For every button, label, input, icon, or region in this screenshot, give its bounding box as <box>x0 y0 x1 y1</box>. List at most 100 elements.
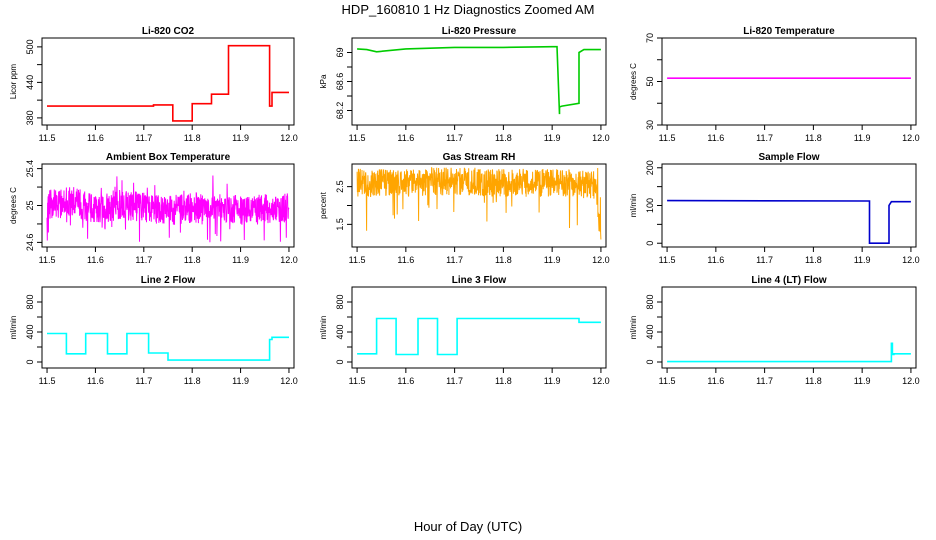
y-tick-label: 70 <box>645 33 655 43</box>
x-tick-label: 11.5 <box>39 376 56 386</box>
y-axis-label: degrees C <box>9 187 18 224</box>
x-tick-label: 11.6 <box>87 255 104 265</box>
y-tick-label: 0 <box>335 359 345 364</box>
x-tick-label: 11.9 <box>232 376 249 386</box>
x-tick-label: 11.8 <box>495 255 512 265</box>
panel-title: Sample Flow <box>758 152 819 163</box>
series-line <box>46 175 290 243</box>
y-tick-label: 25 <box>25 200 35 210</box>
x-tick-label: 11.6 <box>87 376 104 386</box>
y-tick-label: 800 <box>645 294 655 309</box>
series-line <box>356 166 602 240</box>
panel-7: Line 2 Flow ml/min 11.5 11.6 11.7 11.8 11.9 12.… <box>9 275 298 386</box>
y-tick-label: 440 <box>25 75 35 90</box>
y-axis-label: ml/min <box>629 194 638 218</box>
x-tick-label: 11.7 <box>135 133 152 143</box>
x-tick-label: 11.6 <box>87 133 104 143</box>
y-tick-label: 69 <box>335 47 345 57</box>
x-tick-label: 11.8 <box>805 133 822 143</box>
panel-title: Ambient Box Temperature <box>106 152 231 163</box>
panel-3: Li-820 Temperature degrees C 11.5 11.6 11.7 1… <box>629 26 920 143</box>
x-tick-label: 11.7 <box>446 255 463 265</box>
plot-frame <box>41 37 295 126</box>
series-line <box>667 342 911 363</box>
x-axis-label: Hour of Day (UTC) <box>414 519 522 534</box>
y-tick-label: 0 <box>25 359 35 364</box>
y-tick-label: 1.5 <box>335 218 345 231</box>
panel-5: Gas Stream RH percent 11.5 11.6 11.7 11.8 11.9… <box>319 152 610 265</box>
x-tick-label: 11.5 <box>659 133 676 143</box>
series-line <box>357 45 601 115</box>
x-tick-label: 11.8 <box>805 376 822 386</box>
x-tick-label: 11.6 <box>397 133 414 143</box>
panel-title: Line 3 Flow <box>452 275 507 286</box>
y-tick-label: 500 <box>25 39 35 54</box>
x-tick-label: 11.9 <box>544 376 561 386</box>
x-tick-label: 11.5 <box>349 133 366 143</box>
x-tick-label: 11.6 <box>707 376 724 386</box>
series-line <box>357 317 601 356</box>
y-tick-label: 0 <box>645 241 655 246</box>
x-tick-label: 12.0 <box>592 133 610 143</box>
y-tick-label: 200 <box>645 160 655 175</box>
panel-title: Gas Stream RH <box>443 152 516 163</box>
y-tick-label: 30 <box>645 120 655 130</box>
y-tick-label: 24.6 <box>25 234 35 252</box>
x-tick-label: 11.7 <box>446 133 463 143</box>
x-tick-label: 11.9 <box>854 376 871 386</box>
x-tick-label: 11.8 <box>184 255 201 265</box>
x-tick-label: 12.0 <box>902 133 920 143</box>
panel-2: Li-820 Pressure kPa 11.5 11.6 11.7 11.8 11.9 12… <box>319 26 610 143</box>
y-tick-label: 25.4 <box>25 160 35 178</box>
figure-title: HDP_160810 1 Hz Diagnostics Zoomed AM <box>342 2 595 17</box>
y-tick-label: 400 <box>645 324 655 339</box>
x-tick-label: 11.7 <box>446 376 463 386</box>
plot-frame <box>41 286 295 369</box>
x-tick-label: 11.8 <box>184 376 201 386</box>
x-tick-label: 11.7 <box>756 133 773 143</box>
y-tick-label: 100 <box>645 198 655 213</box>
series-line <box>47 332 289 361</box>
x-tick-label: 11.8 <box>805 255 822 265</box>
x-tick-label: 11.9 <box>854 133 871 143</box>
panel-8: Line 3 Flow ml/min 11.5 11.6 11.7 11.8 11.9 12.… <box>319 275 610 386</box>
x-tick-label: 11.5 <box>349 255 366 265</box>
x-tick-label: 11.6 <box>707 133 724 143</box>
x-tick-label: 11.8 <box>495 376 512 386</box>
panel-title: Li-820 Temperature <box>743 26 835 37</box>
y-tick-label: 800 <box>335 294 345 309</box>
x-tick-label: 11.7 <box>135 376 152 386</box>
x-tick-label: 12.0 <box>280 376 298 386</box>
y-axis-label: ml/min <box>9 316 18 340</box>
x-tick-label: 11.7 <box>135 255 152 265</box>
y-axis-label: kPa <box>319 74 328 88</box>
x-tick-label: 11.5 <box>349 376 366 386</box>
y-tick-label: 800 <box>25 294 35 309</box>
x-tick-label: 11.6 <box>707 255 724 265</box>
y-tick-label: 2.5 <box>335 180 345 193</box>
panel-9: Line 4 (LT) Flow ml/min 11.5 11.6 11.7 11.8 11… <box>629 275 920 386</box>
series-line <box>47 44 289 122</box>
y-axis-label: degrees C <box>629 63 638 100</box>
x-tick-label: 12.0 <box>280 133 298 143</box>
x-tick-label: 12.0 <box>902 376 920 386</box>
y-tick-label: 380 <box>25 110 35 125</box>
plot-frame <box>351 286 607 369</box>
x-tick-label: 11.6 <box>397 255 414 265</box>
y-axis-label: Licor ppm <box>9 64 18 99</box>
x-tick-label: 11.9 <box>232 133 249 143</box>
x-tick-label: 12.0 <box>592 376 610 386</box>
x-tick-label: 11.6 <box>397 376 414 386</box>
x-tick-label: 11.9 <box>854 255 871 265</box>
panel-title: Line 2 Flow <box>141 275 196 286</box>
panel-title: Line 4 (LT) Flow <box>751 275 827 286</box>
x-tick-label: 11.7 <box>756 376 773 386</box>
panel-6: Sample Flow ml/min 11.5 11.6 11.7 11.8 11.9 12.… <box>629 152 920 265</box>
x-tick-label: 12.0 <box>280 255 298 265</box>
x-tick-label: 11.5 <box>39 133 56 143</box>
x-tick-label: 11.5 <box>659 255 676 265</box>
y-axis-label: ml/min <box>629 316 638 340</box>
y-tick-label: 50 <box>645 76 655 86</box>
y-tick-label: 400 <box>335 324 345 339</box>
